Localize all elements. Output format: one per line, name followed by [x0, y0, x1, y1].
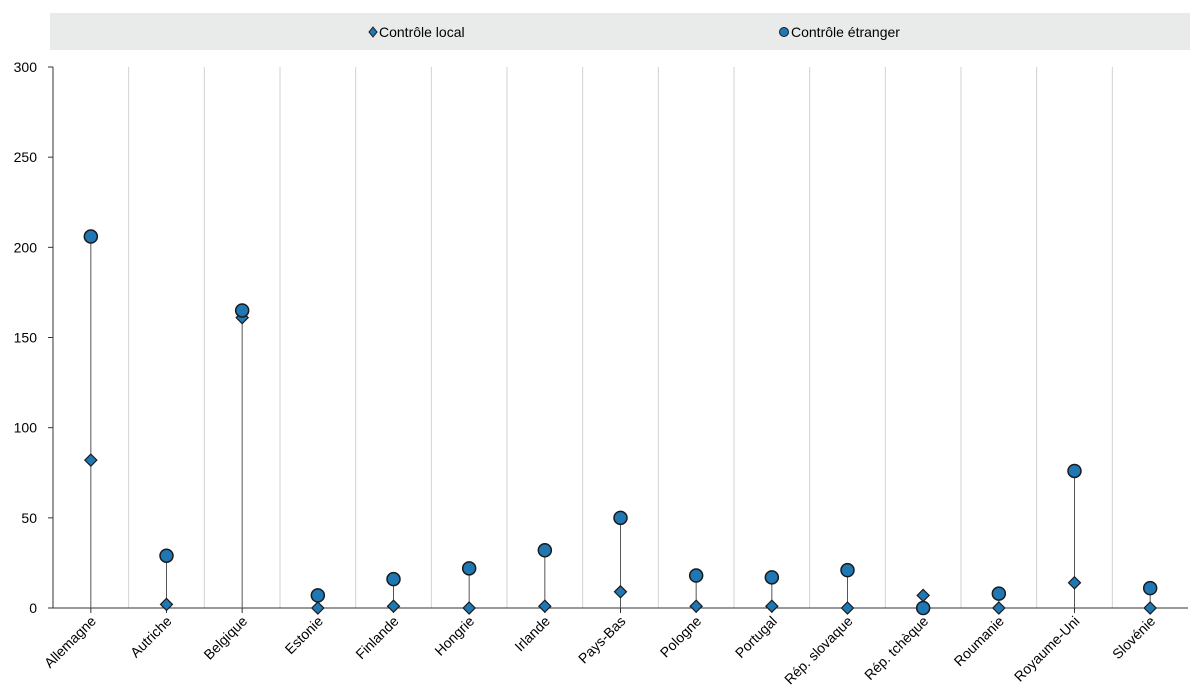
- point-local-allemagne: [83, 453, 98, 467]
- x-tick-label-finlande: Finlande: [352, 613, 401, 662]
- point-foreign-royaume-uni: [1067, 463, 1082, 479]
- x-tick-label-portugal: Portugal: [732, 613, 780, 661]
- legend-background: [50, 13, 1190, 50]
- x-tick-label-estonie: Estonie: [282, 613, 326, 657]
- point-foreign-pays-bas: [613, 510, 628, 526]
- x-tick-label-pays-bas: Pays-Bas: [575, 613, 629, 667]
- point-foreign-hongrie: [461, 561, 477, 576]
- x-tick-label-allemagne: Allemagne: [41, 613, 99, 671]
- x-axis-labels: Allemagne Autriche Belgique Estonie Finlande…: [41, 613, 1159, 688]
- point-local-hongrie: [462, 601, 477, 615]
- legend-label-local: Contrôle local: [379, 24, 465, 40]
- point-foreign-allemagne: [83, 229, 99, 244]
- point-foreign-slovenie: [1142, 580, 1158, 596]
- point-local-royaume-uni: [1067, 575, 1082, 590]
- y-tick-label: 50: [21, 510, 37, 526]
- y-tick-label: 150: [14, 330, 38, 346]
- x-tick-label-roumanie: Roumanie: [951, 613, 1008, 670]
- point-foreign-autriche: [159, 548, 174, 563]
- x-tick-label-slovenie: Slovénie: [1109, 613, 1158, 662]
- y-tick-label: 300: [14, 59, 38, 75]
- y-tick-label: 200: [14, 239, 38, 255]
- x-tick-label-hongrie: Hongrie: [431, 613, 477, 659]
- point-foreign-irlande: [537, 543, 553, 558]
- x-tick-label-rep-slovaque: Rép. slovaque: [781, 613, 856, 688]
- point-local-autriche: [159, 597, 174, 612]
- point-local-finlande: [386, 599, 401, 614]
- x-tick-label-irlande: Irlande: [511, 613, 553, 655]
- y-tick-label: 0: [29, 600, 37, 616]
- point-local-pays-bas: [613, 584, 628, 599]
- x-tick-label-autriche: Autriche: [127, 613, 175, 661]
- x-tick-label-pologne: Pologne: [657, 613, 705, 661]
- y-tick-label: 100: [14, 420, 38, 436]
- legend-item-foreign: Contrôle étranger: [779, 24, 900, 40]
- x-tick-label-rep-tcheque: Rép. tchèque: [861, 613, 931, 683]
- circle-marker-icon: [779, 27, 789, 37]
- point-foreign-portugal: [764, 570, 780, 585]
- point-foreign-rep-slovaque: [840, 562, 855, 578]
- x-tick-label-belgique: Belgique: [200, 613, 250, 663]
- point-local-rep-slovaque: [840, 601, 855, 615]
- point-foreign-estonie: [310, 588, 326, 603]
- diamond-marker-icon: [368, 26, 378, 38]
- point-local-roumanie: [991, 601, 1006, 615]
- point-foreign-rep-tcheque: [915, 600, 931, 616]
- point-foreign-finlande: [386, 571, 401, 587]
- point-local-portugal: [764, 599, 779, 614]
- x-tick-label-royaume-uni: Royaume-Uni: [1011, 613, 1083, 685]
- y-axis-labels: 0 50 100 150 200 250 300: [14, 59, 38, 616]
- point-local-estonie: [310, 601, 325, 615]
- point-local-irlande: [537, 599, 552, 614]
- point-local-rep-tcheque: [916, 588, 931, 603]
- y-tick-label: 250: [14, 149, 38, 165]
- axes: [48, 66, 1188, 613]
- legend-item-local: Contrôle local: [368, 24, 465, 40]
- point-foreign-belgique: [234, 303, 250, 318]
- point-foreign-roumanie: [991, 586, 1007, 601]
- point-local-slovenie: [1143, 601, 1158, 615]
- markers: [83, 229, 1158, 616]
- point-foreign-pologne: [688, 568, 704, 583]
- stems: [90, 236, 1151, 608]
- grid: [128, 67, 1113, 608]
- point-local-pologne: [689, 599, 704, 614]
- legend-label-foreign: Contrôle étranger: [791, 24, 900, 40]
